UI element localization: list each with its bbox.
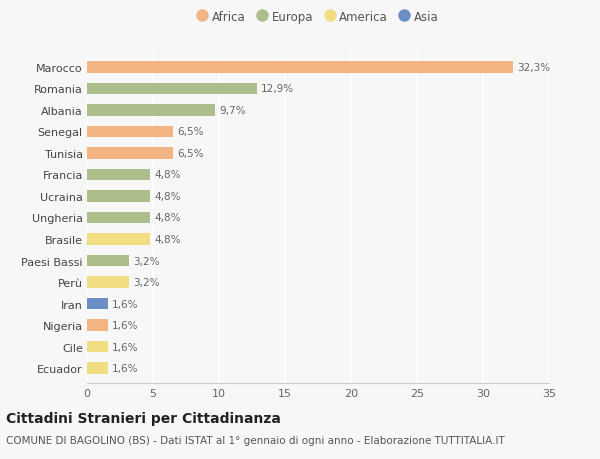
Text: 4,8%: 4,8% [154,213,181,223]
Text: 9,7%: 9,7% [219,106,245,116]
Text: COMUNE DI BAGOLINO (BS) - Dati ISTAT al 1° gennaio di ogni anno - Elaborazione T: COMUNE DI BAGOLINO (BS) - Dati ISTAT al … [6,435,505,445]
Text: Cittadini Stranieri per Cittadinanza: Cittadini Stranieri per Cittadinanza [6,411,281,425]
Text: 6,5%: 6,5% [177,149,203,159]
Bar [87,148,173,160]
Bar [87,341,108,353]
Text: 1,6%: 1,6% [112,342,139,352]
Text: 4,8%: 4,8% [154,191,181,202]
Bar [87,190,151,202]
Text: 6,5%: 6,5% [177,127,203,137]
Bar [87,234,151,246]
Text: 3,2%: 3,2% [133,277,160,287]
Text: 1,6%: 1,6% [112,320,139,330]
Bar [87,319,108,331]
Bar [87,169,151,181]
Text: 4,8%: 4,8% [154,235,181,245]
Bar [87,298,108,310]
Bar [87,62,514,74]
Text: 4,8%: 4,8% [154,170,181,180]
Text: 12,9%: 12,9% [261,84,295,94]
Text: 3,2%: 3,2% [133,256,160,266]
Bar [87,84,257,95]
Legend: Africa, Europa, America, Asia: Africa, Europa, America, Asia [194,7,442,28]
Text: 32,3%: 32,3% [517,63,550,73]
Bar [87,362,108,374]
Bar [87,212,151,224]
Text: 1,6%: 1,6% [112,299,139,309]
Text: 1,6%: 1,6% [112,363,139,373]
Bar [87,126,173,138]
Bar [87,105,215,117]
Bar [87,255,129,267]
Bar [87,276,129,288]
